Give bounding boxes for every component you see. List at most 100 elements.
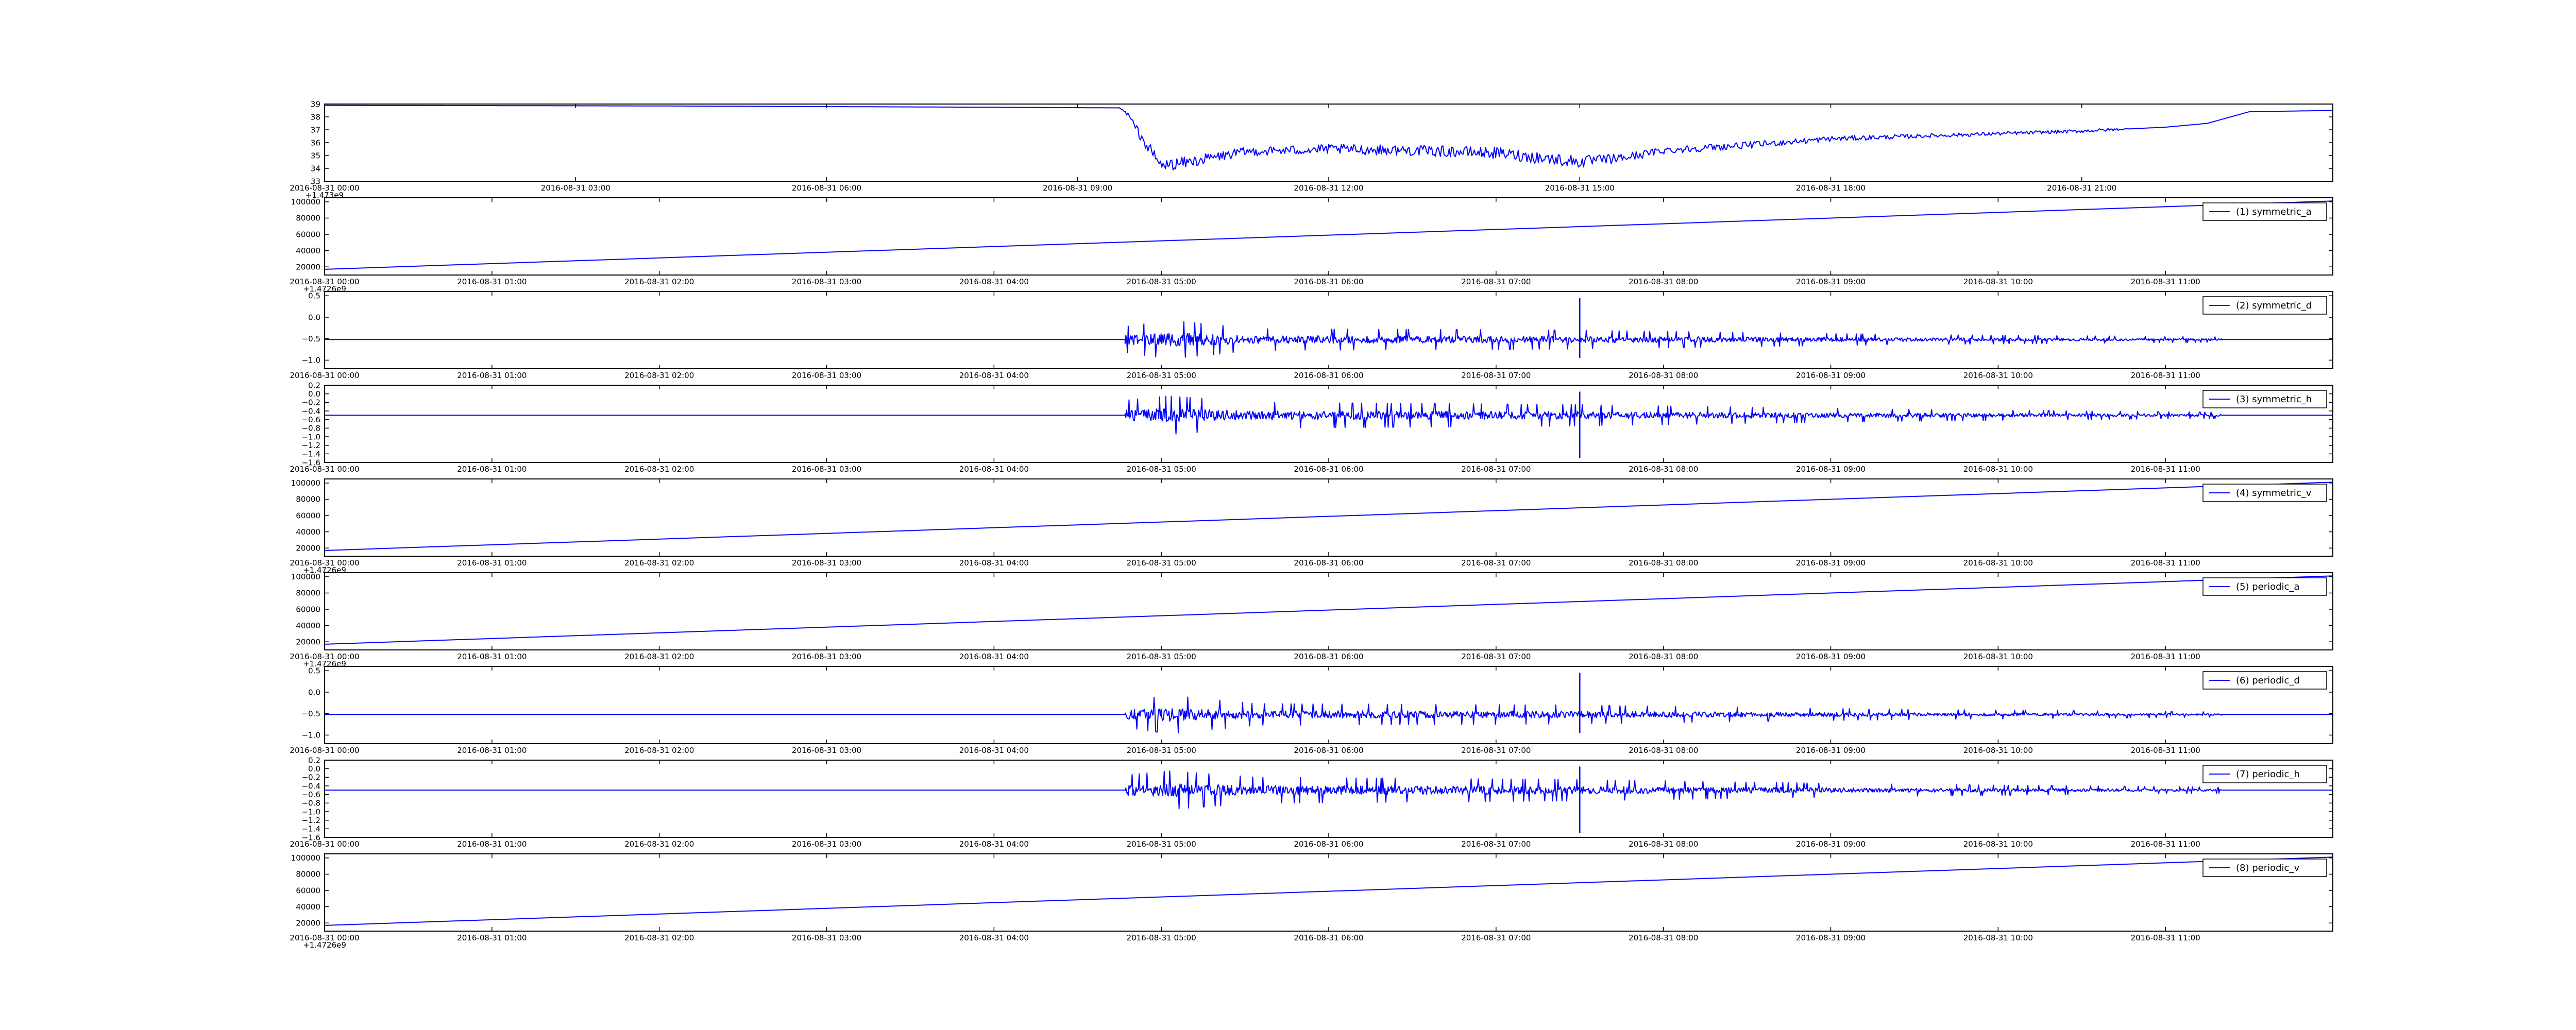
x-tick-label: 2016-08-31 03:00 [792, 746, 861, 755]
y-tick-label: −0.5 [302, 709, 320, 718]
y-tick-label: 80000 [296, 589, 320, 598]
x-tick-label: 2016-08-31 02:00 [624, 746, 694, 755]
x-tick-label: 2016-08-31 10:00 [1963, 465, 2033, 474]
x-tick-label: 2016-08-31 03:00 [792, 933, 861, 942]
x-tick-label: 2016-08-31 05:00 [1127, 652, 1196, 661]
x-tick-label: 2016-08-31 11:00 [2131, 277, 2200, 286]
x-tick-label: 2016-08-31 05:00 [1127, 465, 1196, 474]
x-tick-label: 2016-08-31 07:00 [1461, 277, 1531, 286]
x-tick-label: 2016-08-31 21:00 [2047, 183, 2116, 193]
x-tick-label: 2016-08-31 08:00 [1629, 465, 1698, 474]
y-tick-label: −1.2 [302, 441, 320, 450]
x-tick-label: 2016-08-31 08:00 [1629, 746, 1698, 755]
x-tick-label: 2016-08-31 04:00 [959, 371, 1029, 380]
legend: (1) symmetric_a [2202, 202, 2327, 221]
y-tick-label: −0.8 [302, 799, 320, 808]
series-line [325, 770, 2333, 810]
x-tick-label: 2016-08-31 04:00 [959, 746, 1029, 755]
y-tick-label: 40000 [296, 246, 320, 255]
x-tick-label: 2016-08-31 11:00 [2131, 558, 2200, 568]
x-tick-label: 2016-08-31 09:00 [1796, 277, 1866, 286]
x-tick-label: 2016-08-31 10:00 [1963, 933, 2033, 942]
series-line [325, 575, 2333, 645]
y-tick-label: 36 [311, 138, 320, 147]
x-tick-label: 2016-08-31 11:00 [2131, 371, 2200, 380]
legend-label: (4) symmetric_v [2236, 488, 2312, 499]
y-tick-label: 38 [311, 112, 320, 122]
x-tick-label: 2016-08-31 07:00 [1461, 465, 1531, 474]
x-tick-label: 2016-08-31 09:00 [1796, 558, 1866, 568]
y-tick-label: 0.2 [308, 756, 320, 765]
y-tick-label: 80000 [296, 870, 320, 879]
y-tick-label: −0.4 [302, 781, 320, 791]
subplot-4: −1.6−1.4−1.2−1.0−0.8−0.6−0.4−0.20.00.2 20… [290, 381, 2333, 474]
x-tick-label: 2016-08-31 03:00 [792, 371, 861, 380]
x-tick-label: 2016-08-31 07:00 [1461, 371, 1531, 380]
y-tick-label: −0.5 [302, 334, 320, 344]
x-tick-label: 2016-08-31 07:00 [1461, 558, 1531, 568]
x-tick-label: 2016-08-31 01:00 [457, 933, 527, 942]
y-tick-label: −1.0 [302, 432, 320, 441]
x-offset-label: +1.4726e9 [303, 940, 346, 950]
x-tick-label: 2016-08-31 05:00 [1127, 746, 1196, 755]
x-tick-label: 2016-08-31 03:00 [792, 465, 861, 474]
x-tick-label: 2016-08-31 08:00 [1629, 839, 1698, 849]
x-tick-label: 2016-08-31 01:00 [457, 558, 527, 568]
y-tick-label: −0.2 [302, 773, 320, 782]
legend: (7) periodic_h [2202, 765, 2327, 783]
y-tick-label: 100000 [291, 197, 320, 207]
x-tick-label: 2016-08-31 06:00 [1294, 371, 1363, 380]
y-tick-label: −0.4 [302, 406, 320, 416]
x-tick-label: 2016-08-31 02:00 [624, 371, 694, 380]
x-tick-label: 2016-08-31 03:00 [541, 183, 611, 193]
x-tick-label: 2016-08-31 04:00 [959, 465, 1029, 474]
x-tick-label: 2016-08-31 08:00 [1629, 652, 1698, 661]
x-tick-label: 2016-08-31 02:00 [624, 933, 694, 942]
x-tick-label: 2016-08-31 07:00 [1461, 746, 1531, 755]
y-tick-label: −0.2 [302, 398, 320, 407]
x-tick-label: 2016-08-31 09:00 [1796, 652, 1866, 661]
x-tick-label: 2016-08-31 11:00 [2131, 746, 2200, 755]
x-tick-label: 2016-08-31 10:00 [1963, 839, 2033, 849]
x-tick-label: 2016-08-31 00:00 [290, 746, 359, 755]
y-tick-label: −0.6 [302, 790, 320, 799]
x-tick-label: 2016-08-31 06:00 [1294, 839, 1363, 849]
y-tick-label: 100000 [291, 572, 320, 581]
legend-label: (5) periodic_a [2236, 581, 2300, 592]
x-tick-label: 2016-08-31 06:00 [1294, 465, 1363, 474]
x-tick-label: 2016-08-31 11:00 [2131, 465, 2200, 474]
x-tick-label: 2016-08-31 15:00 [1545, 183, 1615, 193]
y-tick-label: 0.0 [308, 688, 320, 697]
x-tick-label: 2016-08-31 10:00 [1963, 746, 2033, 755]
legend: (3) symmetric_h [2202, 390, 2327, 408]
x-tick-label: 2016-08-31 09:00 [1796, 839, 1866, 849]
x-tick-label: 2016-08-31 08:00 [1629, 277, 1698, 286]
x-tick-label: 2016-08-31 09:00 [1043, 183, 1112, 193]
x-tick-label: 2016-08-31 01:00 [457, 746, 527, 755]
x-tick-label: 2016-08-31 11:00 [2131, 933, 2200, 942]
x-tick-label: 2016-08-31 04:00 [959, 652, 1029, 661]
x-tick-label: 2016-08-31 08:00 [1629, 933, 1698, 942]
x-tick-label: 2016-08-31 08:00 [1629, 558, 1698, 568]
x-tick-label: 2016-08-31 01:00 [457, 371, 527, 380]
x-tick-label: 2016-08-31 05:00 [1127, 933, 1196, 942]
legend: (4) symmetric_v [2202, 484, 2327, 502]
x-tick-label: 2016-08-31 07:00 [1461, 839, 1531, 849]
x-tick-label: 2016-08-31 00:00 [290, 465, 359, 474]
y-tick-label: −1.0 [302, 731, 320, 740]
x-tick-label: 2016-08-31 06:00 [1294, 277, 1363, 286]
x-tick-label: 2016-08-31 00:00 [290, 183, 359, 193]
subplot-8: −1.6−1.4−1.2−1.0−0.8−0.6−0.4−0.20.00.2 20… [290, 756, 2333, 849]
y-tick-label: −0.8 [302, 424, 320, 433]
y-tick-label: 60000 [296, 886, 320, 895]
x-tick-label: 2016-08-31 02:00 [624, 839, 694, 849]
x-tick-label: 2016-08-31 00:00 [290, 371, 359, 380]
legend-label: (3) symmetric_h [2236, 394, 2312, 405]
legend-box [2202, 390, 2327, 408]
legend: (5) periodic_a [2202, 577, 2327, 596]
y-tick-label: 33 [311, 177, 320, 186]
y-tick-label: 0.0 [308, 313, 320, 322]
y-tick-label: 100000 [291, 478, 320, 488]
